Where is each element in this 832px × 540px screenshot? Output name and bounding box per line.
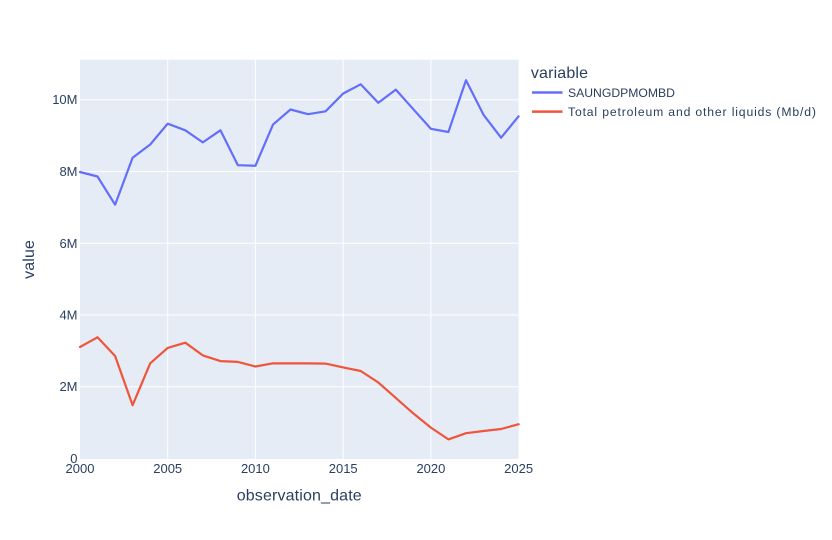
svg-text:6M: 6M [59,236,77,251]
svg-text:2000: 2000 [66,461,95,476]
svg-text:2025: 2025 [504,461,533,476]
svg-text:2015: 2015 [329,461,358,476]
svg-text:2010: 2010 [241,461,270,476]
svg-text:SAUNGDPMOMBD: SAUNGDPMOMBD [568,86,675,100]
svg-text:10M: 10M [52,92,77,107]
svg-text:observation_date: observation_date [237,487,362,504]
svg-text:variable: variable [531,65,588,82]
svg-text:2020: 2020 [416,461,445,476]
svg-text:2M: 2M [59,379,77,394]
svg-text:Total petroleum and other liqu: Total petroleum and other liquids (Mb/d) [568,105,817,119]
svg-text:2005: 2005 [153,461,182,476]
svg-text:value: value [21,240,38,279]
svg-text:8M: 8M [59,164,77,179]
svg-text:4M: 4M [59,308,77,323]
svg-text:0: 0 [70,451,77,466]
